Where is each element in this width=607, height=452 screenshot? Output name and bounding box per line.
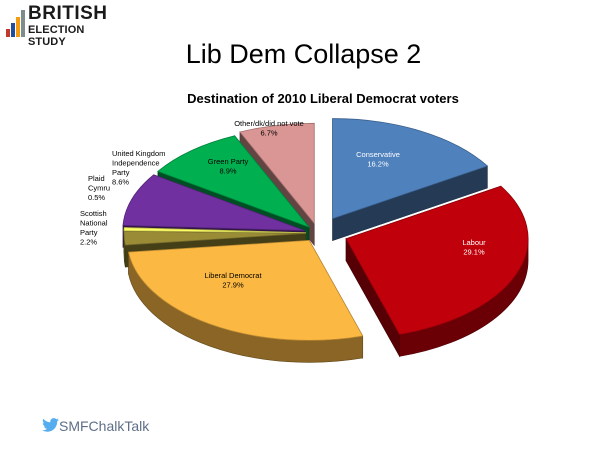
logo-text-line2: ELECTION STUDY xyxy=(28,24,85,48)
slice-value-conservative: 16.2% xyxy=(367,160,389,169)
pie-slice-green-party xyxy=(157,135,311,228)
slice-value-other-dk-did-not-vote: 6.7% xyxy=(260,129,277,138)
slice-label-other-dk-did-not-vote: Other/dk/did not vote 6.7% xyxy=(234,119,304,138)
slice-value-green-party: 8.9% xyxy=(219,167,236,176)
slice-value-scottish-national-party: 2.2% xyxy=(80,238,97,247)
slice-value-liberal-democrat: 27.9% xyxy=(222,281,244,290)
twitter-bird-icon xyxy=(42,418,59,432)
british-election-study-logo: BRITISH ELECTION STUDY xyxy=(6,3,116,48)
slice-value-labour: 29.1% xyxy=(463,248,485,257)
logo-bars-icon xyxy=(6,9,26,37)
pie-slice-labels: Conservative 16.2% Labour 29.1% Liberal Demo… xyxy=(80,119,486,290)
slice-value-plaid-cymru: 0.5% xyxy=(88,193,105,202)
slice-label-liberal-democrat: Liberal Democrat 27.9% xyxy=(204,271,262,290)
logo-text-line1: BRITISH xyxy=(28,3,108,24)
slice-label-scottish-national-party: Scottish National Party 2.2% xyxy=(80,209,108,247)
slice-label-labour: Labour 29.1% xyxy=(462,238,486,257)
pie-slice-liberal-democrat xyxy=(128,239,364,341)
pie-slice-labour xyxy=(345,185,529,335)
pie-slice-tops xyxy=(122,118,529,341)
slice-label-plaid-cymru: Plaid Cymru 0.5% xyxy=(88,174,110,202)
pie-slice-other-dk-did-not-vote xyxy=(239,122,315,225)
slice-label-united-kingdom-independence-party: United Kingdom Independence Party 8.6% xyxy=(112,149,165,187)
slice-label-green-party: Green Party 8.9% xyxy=(208,157,249,176)
pie-slice-plaid-cymru xyxy=(123,227,307,234)
chart-title: Destination of 2010 Liberal Democrat vot… xyxy=(187,91,459,106)
slice-value-united-kingdom-independence-party: 8.6% xyxy=(112,178,129,187)
slide-title: Lib Dem Collapse 2 xyxy=(185,39,422,69)
pie-slice-united-kingdom-independence-party xyxy=(122,174,305,231)
twitter-handle: SMFChalkTalk xyxy=(59,418,150,434)
slice-label-conservative: Conservative 16.2% xyxy=(356,150,400,169)
pie-slice-scottish-national-party xyxy=(123,230,307,246)
pie-slice-conservative xyxy=(332,118,489,220)
